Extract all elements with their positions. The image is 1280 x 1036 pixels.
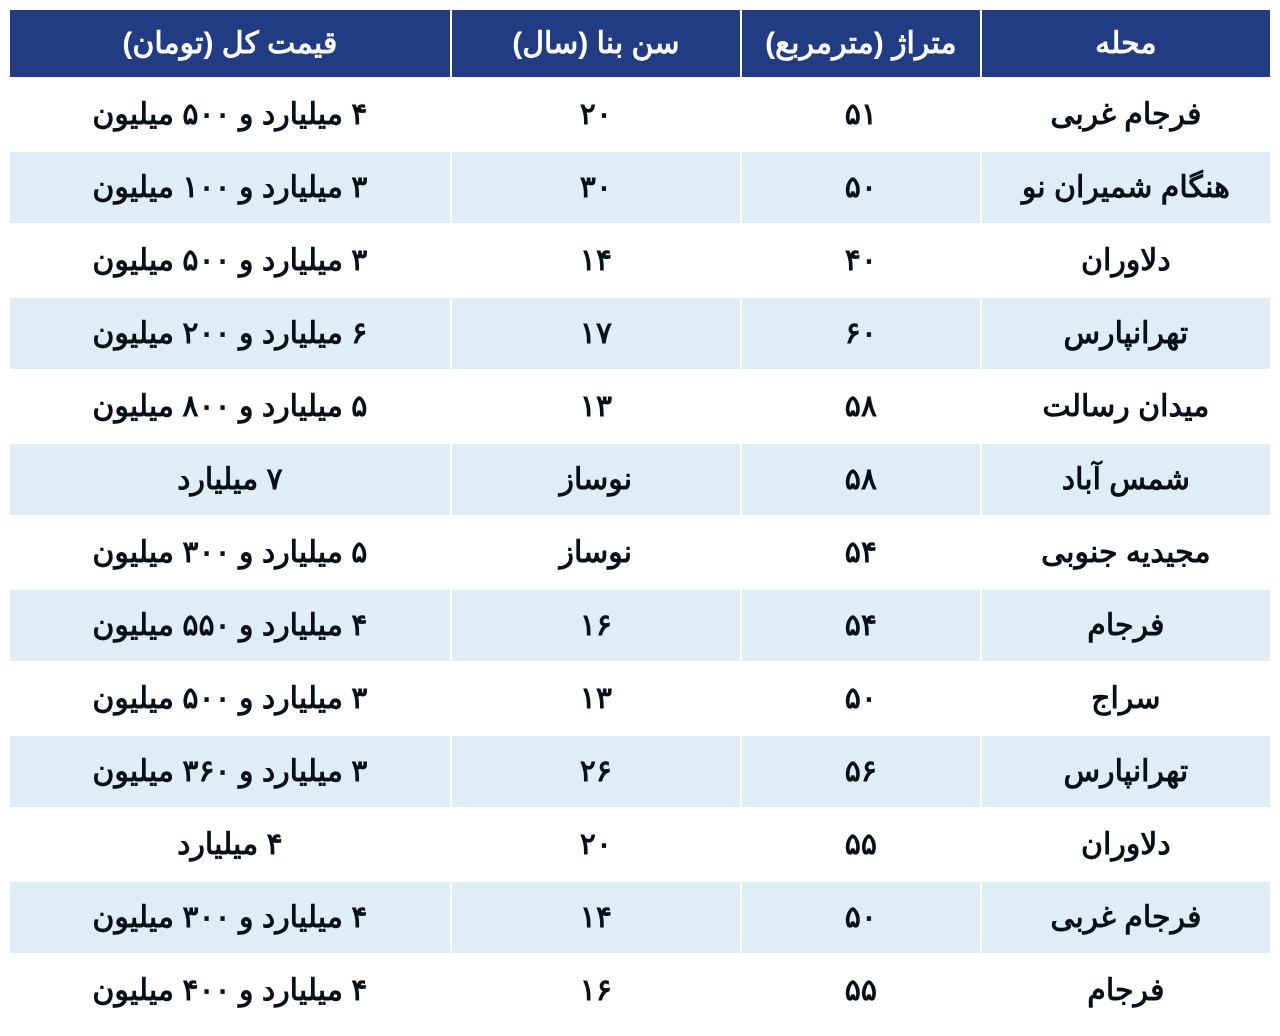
cell-neighborhood: فرجام غربی [981,881,1271,954]
table-row: تهرانپارس۶۰۱۷۶ میلیارد و ۲۰۰ میلیون [9,297,1271,370]
table-row: تهرانپارس۵۶۲۶۳ میلیارد و ۳۶۰ میلیون [9,735,1271,808]
table-row: مجیدیه جنوبی۵۴نوساز۵ میلیارد و ۳۰۰ میلیو… [9,516,1271,589]
cell-age: ۱۳ [451,662,741,735]
cell-area: ۵۱ [741,78,981,151]
cell-neighborhood: میدان رسالت [981,370,1271,443]
header-neighborhood: محله [981,9,1271,78]
cell-age: ۱۴ [451,224,741,297]
table-row: فرجام غربی۵۱۲۰۴ میلیارد و ۵۰۰ میلیون [9,78,1271,151]
table-row: دلاوران۴۰۱۴۳ میلیارد و ۵۰۰ میلیون [9,224,1271,297]
cell-neighborhood: فرجام [981,954,1271,1027]
cell-age: ۲۶ [451,735,741,808]
table-row: میدان رسالت۵۸۱۳۵ میلیارد و ۸۰۰ میلیون [9,370,1271,443]
header-age: سن بنا (سال) [451,9,741,78]
cell-area: ۴۰ [741,224,981,297]
table-row: فرجام۵۴۱۶۴ میلیارد و ۵۵۰ میلیون [9,589,1271,662]
cell-neighborhood: تهرانپارس [981,297,1271,370]
cell-price: ۴ میلیارد و ۴۰۰ میلیون [9,954,451,1027]
cell-price: ۳ میلیارد و ۵۰۰ میلیون [9,224,451,297]
cell-price: ۴ میلیارد و ۵۵۰ میلیون [9,589,451,662]
cell-neighborhood: دلاوران [981,808,1271,881]
cell-area: ۶۰ [741,297,981,370]
cell-price: ۳ میلیارد و ۱۰۰ میلیون [9,151,451,224]
table-row: فرجام غربی۵۰۱۴۴ میلیارد و ۳۰۰ میلیون [9,881,1271,954]
cell-price: ۷ میلیارد [9,443,451,516]
cell-price: ۴ میلیارد و ۵۰۰ میلیون [9,78,451,151]
table-row: سراج۵۰۱۳۳ میلیارد و ۵۰۰ میلیون [9,662,1271,735]
cell-area: ۵۰ [741,662,981,735]
cell-area: ۵۰ [741,881,981,954]
cell-price: ۳ میلیارد و ۳۶۰ میلیون [9,735,451,808]
header-price: قیمت کل (تومان) [9,9,451,78]
table-row: هنگام شمیران نو۵۰۳۰۳ میلیارد و ۱۰۰ میلیو… [9,151,1271,224]
cell-area: ۵۰ [741,151,981,224]
cell-area: ۵۴ [741,589,981,662]
cell-price: ۵ میلیارد و ۳۰۰ میلیون [9,516,451,589]
cell-price: ۴ میلیارد و ۳۰۰ میلیون [9,881,451,954]
cell-price: ۵ میلیارد و ۸۰۰ میلیون [9,370,451,443]
cell-area: ۵۵ [741,954,981,1027]
cell-price: ۳ میلیارد و ۵۰۰ میلیون [9,662,451,735]
cell-neighborhood: شمس آباد [981,443,1271,516]
cell-area: ۵۶ [741,735,981,808]
table-header-row: محله متراژ (مترمربع) سن بنا (سال) قیمت ک… [9,9,1271,78]
cell-neighborhood: فرجام [981,589,1271,662]
table-row: شمس آباد۵۸نوساز۷ میلیارد [9,443,1271,516]
cell-neighborhood: دلاوران [981,224,1271,297]
table-body: فرجام غربی۵۱۲۰۴ میلیارد و ۵۰۰ میلیونهنگا… [9,78,1271,1027]
cell-age: ۱۶ [451,589,741,662]
cell-price: ۶ میلیارد و ۲۰۰ میلیون [9,297,451,370]
cell-age: ۱۴ [451,881,741,954]
price-table: محله متراژ (مترمربع) سن بنا (سال) قیمت ک… [8,8,1272,1028]
table-row: فرجام۵۵۱۶۴ میلیارد و ۴۰۰ میلیون [9,954,1271,1027]
cell-area: ۵۴ [741,516,981,589]
cell-neighborhood: تهرانپارس [981,735,1271,808]
header-area: متراژ (مترمربع) [741,9,981,78]
cell-age: ۲۰ [451,78,741,151]
cell-neighborhood: سراج [981,662,1271,735]
cell-age: ۱۶ [451,954,741,1027]
cell-area: ۵۵ [741,808,981,881]
cell-age: ۳۰ [451,151,741,224]
cell-age: نوساز [451,443,741,516]
cell-age: ۱۳ [451,370,741,443]
cell-age: ۱۷ [451,297,741,370]
cell-neighborhood: فرجام غربی [981,78,1271,151]
cell-neighborhood: مجیدیه جنوبی [981,516,1271,589]
table-row: دلاوران۵۵۲۰۴ میلیارد [9,808,1271,881]
cell-neighborhood: هنگام شمیران نو [981,151,1271,224]
cell-area: ۵۸ [741,443,981,516]
cell-price: ۴ میلیارد [9,808,451,881]
cell-area: ۵۸ [741,370,981,443]
cell-age: نوساز [451,516,741,589]
cell-age: ۲۰ [451,808,741,881]
